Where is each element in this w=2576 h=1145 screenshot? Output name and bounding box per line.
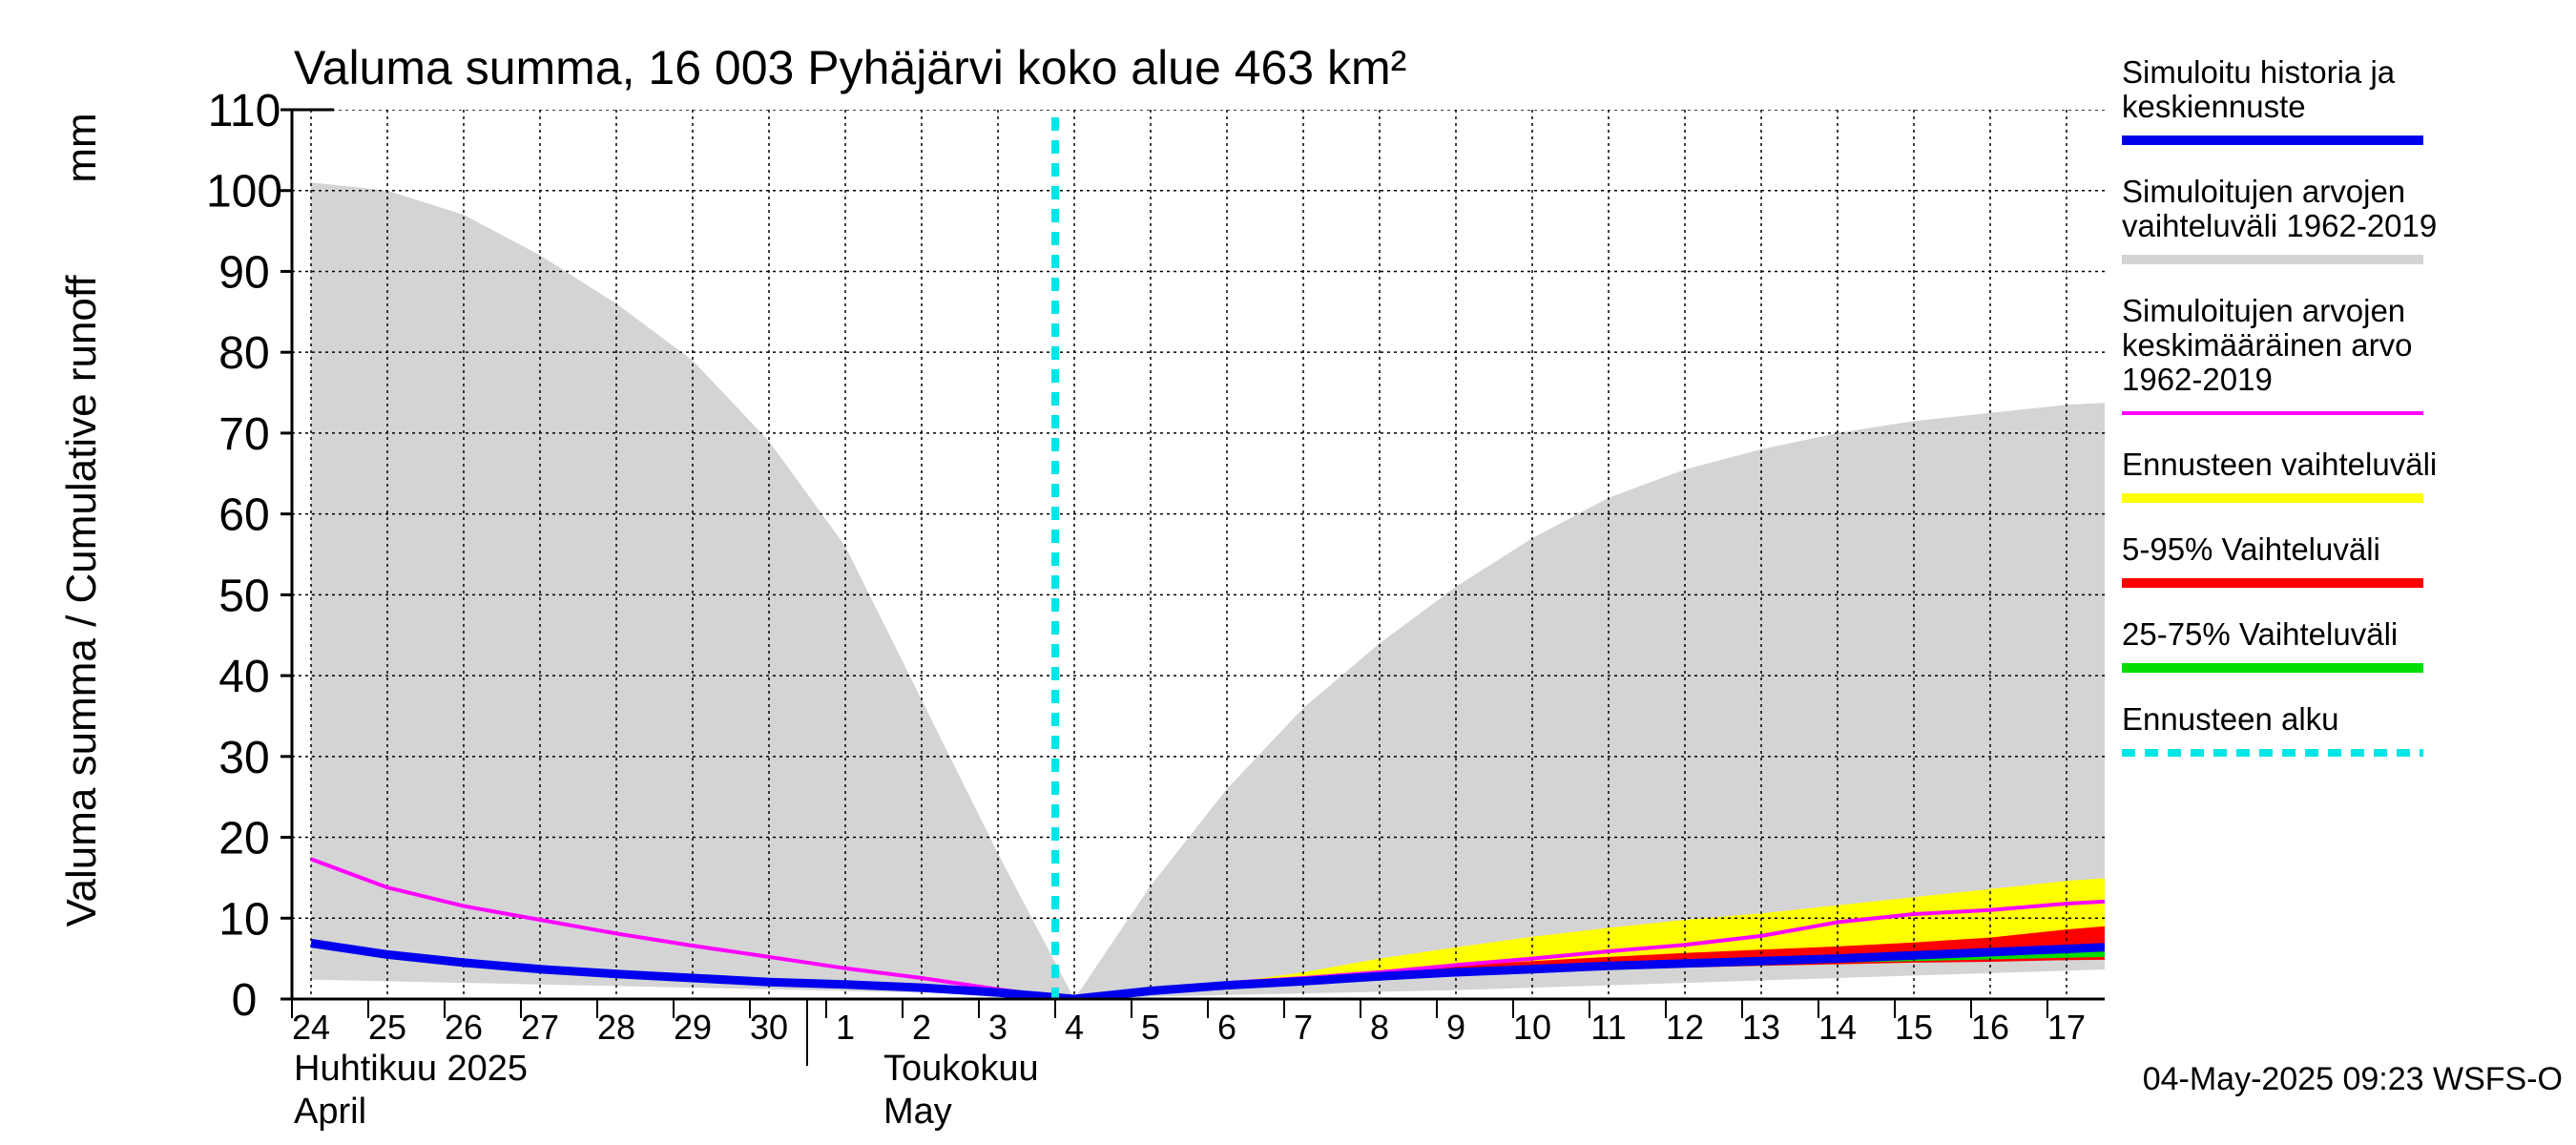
band-range_hist — [311, 182, 2105, 999]
legend-label: keskiennuste — [2122, 89, 2306, 124]
x-tick-label: 5 — [1141, 1008, 1160, 1047]
month-label-fi: Huhtikuu 2025 — [294, 1049, 528, 1089]
x-tick-label: 15 — [1895, 1008, 1933, 1047]
line-sim-history — [310, 939, 2105, 999]
legend-item-forecast_range: Ennusteen vaihteluväli — [2122, 447, 2437, 503]
legend-label: Simuloitujen arvojen — [2122, 174, 2405, 209]
series-layer — [292, 110, 2105, 999]
y-tick-label: 0 — [232, 975, 258, 1026]
x-tick-label: 10 — [1513, 1008, 1551, 1047]
x-tick-label: 28 — [597, 1008, 635, 1047]
y-axis-unit: mm — [58, 113, 105, 182]
x-tick-label: 4 — [1065, 1008, 1084, 1047]
x-tick-label: 11 — [1590, 1008, 1626, 1047]
y-tick-label: 10 — [218, 894, 269, 945]
x-tick-label: 29 — [674, 1008, 712, 1047]
legend-label: keskimääräinen arvo — [2122, 327, 2412, 363]
x-tick-label: 9 — [1446, 1008, 1465, 1047]
y-tick-label: 80 — [218, 328, 269, 379]
band-forecast_range — [1074, 878, 2105, 999]
gridlines — [292, 110, 2105, 999]
legend-item-p5_95: 5-95% Vaihteluväli — [2122, 531, 2423, 588]
x-tick-label: 30 — [750, 1008, 788, 1047]
plot-area — [292, 110, 2105, 999]
x-tick-label: 6 — [1217, 1008, 1236, 1047]
y-tick-label: 90 — [218, 247, 269, 298]
y-axis-label: Valuma summa / Cumulative runoff — [58, 275, 105, 927]
y-tick-label: 30 — [218, 733, 269, 783]
x-tick-label: 8 — [1370, 1008, 1389, 1047]
x-tick-label: 7 — [1294, 1008, 1313, 1047]
y-tick-label: 40 — [218, 652, 269, 702]
legend-label: 1962-2019 — [2122, 362, 2273, 397]
legend-label: Simuloitu historia ja — [2122, 54, 2396, 90]
x-tick-label: 25 — [368, 1008, 406, 1047]
y-tick-label: 20 — [218, 814, 269, 864]
x-tick-label: 13 — [1742, 1008, 1780, 1047]
x-tick-label: 16 — [1971, 1008, 2009, 1047]
x-tick-label: 12 — [1666, 1008, 1704, 1047]
legend-label: Ennusteen vaihteluväli — [2122, 447, 2437, 482]
x-tick-label: 27 — [521, 1008, 559, 1047]
x-tick-label: 26 — [445, 1008, 483, 1047]
x-tick-label: 1 — [836, 1008, 855, 1047]
x-tick-label: 24 — [292, 1008, 330, 1047]
legend-label: Simuloitujen arvojen — [2122, 293, 2405, 328]
month-label-en: April — [294, 1092, 366, 1132]
y-tick-label: 50 — [218, 571, 269, 621]
month-label-fi: Toukokuu — [883, 1049, 1039, 1089]
legend-item-p25_75: 25-75% Vaihteluväli — [2122, 616, 2423, 673]
x-tick-label: 3 — [988, 1008, 1008, 1047]
x-tick-label: 2 — [912, 1008, 931, 1047]
month-label-en: May — [883, 1092, 952, 1132]
y-tick-label: 110 — [208, 86, 281, 136]
y-tick-label: 60 — [218, 490, 269, 541]
legend-label: 25-75% Vaihteluväli — [2122, 616, 2398, 652]
footer-timestamp: 04-May-2025 09:23 WSFS-O — [2143, 1061, 2563, 1097]
y-tick-label: 70 — [218, 409, 269, 460]
x-tick-label: 17 — [2047, 1008, 2086, 1047]
y-tick-label: 100 — [206, 167, 282, 218]
chart-title: Valuma summa, 16 003 Pyhäjärvi koko alue… — [294, 41, 1406, 94]
x-tick-label: 14 — [1818, 1008, 1857, 1047]
legend-label: vaihteluväli 1962-2019 — [2122, 208, 2437, 243]
legend-item-forecast_start: Ennusteen alku — [2122, 701, 2423, 757]
legend-label: Ennusteen alku — [2122, 701, 2339, 737]
legend: Simuloitu historia jakeskiennusteSimuloi… — [2122, 54, 2437, 757]
legend-label: 5-95% Vaihteluväli — [2122, 531, 2380, 567]
